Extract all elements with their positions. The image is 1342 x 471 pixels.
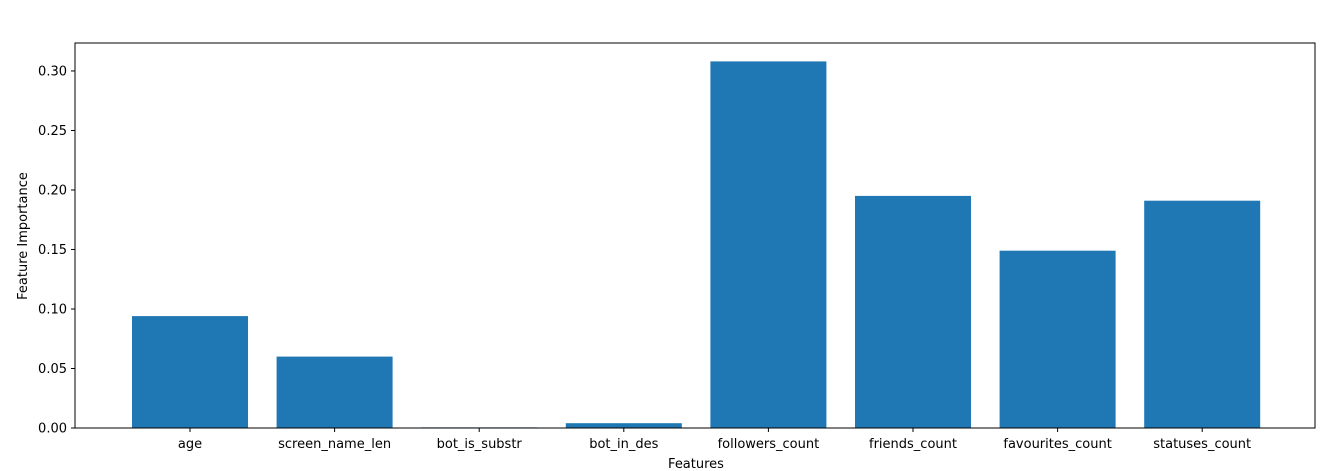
y-tick-label: 0.00 xyxy=(38,422,67,437)
bar-bot_in_des xyxy=(565,423,682,428)
x-tick-label: age xyxy=(178,437,202,452)
x-axis-ticks: age screen_name_len bot_is_substr bot_in_de… xyxy=(178,428,1251,452)
y-tick-label: 0.20 xyxy=(38,183,67,198)
y-tick-label: 0.30 xyxy=(38,64,67,79)
plot-frame xyxy=(74,42,1316,429)
bar-statuses_count xyxy=(1144,200,1261,428)
bar-favourites_count xyxy=(999,250,1116,428)
y-tick-label: 0.15 xyxy=(38,243,67,258)
x-tick-label: screen_name_len xyxy=(278,437,391,452)
y-tick-label: 0.05 xyxy=(38,362,67,377)
x-tick-label: statuses_count xyxy=(1153,437,1251,452)
bars-group xyxy=(132,61,1261,429)
x-axis-label: Features xyxy=(668,457,724,471)
y-tick-label: 0.10 xyxy=(38,302,67,317)
bar-screen_name_len xyxy=(276,356,393,428)
y-axis-label: Feature Importance xyxy=(16,172,31,300)
y-axis-ticks: 0.00 0.05 0.10 0.15 0.20 0.25 0.30 xyxy=(38,64,75,437)
bar-followers_count xyxy=(710,61,827,429)
x-tick-label: friends_count xyxy=(869,437,957,452)
x-tick-label: followers_count xyxy=(718,437,820,452)
bar-friends_count xyxy=(855,195,971,428)
x-tick-label: favourites_count xyxy=(1003,437,1111,452)
bar-age xyxy=(132,316,248,428)
x-tick-label: bot_is_substr xyxy=(437,437,523,452)
x-tick-label: bot_in_des xyxy=(589,437,658,452)
y-tick-label: 0.25 xyxy=(38,124,67,139)
